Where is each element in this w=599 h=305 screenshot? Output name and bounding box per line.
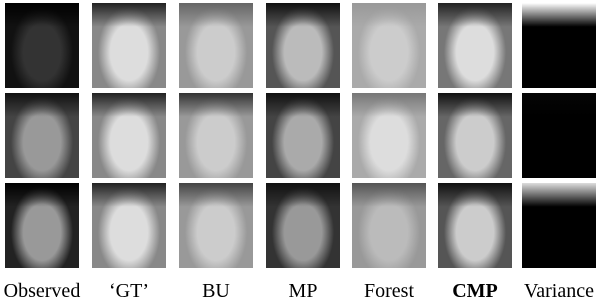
- face-image: [5, 93, 79, 178]
- column-label: Variance: [516, 280, 599, 303]
- column-label: CMP: [432, 280, 518, 303]
- face-image: [5, 3, 79, 88]
- face-image: [179, 93, 253, 178]
- face-image: [522, 3, 596, 88]
- column-label: BU: [173, 280, 259, 303]
- face-image: [352, 183, 426, 268]
- column-label: ‘GT’: [86, 280, 172, 303]
- face-image: [352, 93, 426, 178]
- face-image: [266, 3, 340, 88]
- face-image: [266, 93, 340, 178]
- face-image: [5, 183, 79, 268]
- face-image: [522, 183, 596, 268]
- face-image: [438, 3, 512, 88]
- face-image: [522, 93, 596, 178]
- face-image: [438, 183, 512, 268]
- column-label: Forest: [346, 280, 432, 303]
- face-image: [92, 183, 166, 268]
- column-label: MP: [260, 280, 346, 303]
- face-image: [438, 93, 512, 178]
- face-image: [92, 93, 166, 178]
- face-image: [179, 183, 253, 268]
- figure: Observed‘GT’BUMPForestCMPVariance: [0, 0, 599, 305]
- face-image: [92, 3, 166, 88]
- face-image: [179, 3, 253, 88]
- face-image: [266, 183, 340, 268]
- column-label: Observed: [0, 280, 85, 303]
- face-image: [352, 3, 426, 88]
